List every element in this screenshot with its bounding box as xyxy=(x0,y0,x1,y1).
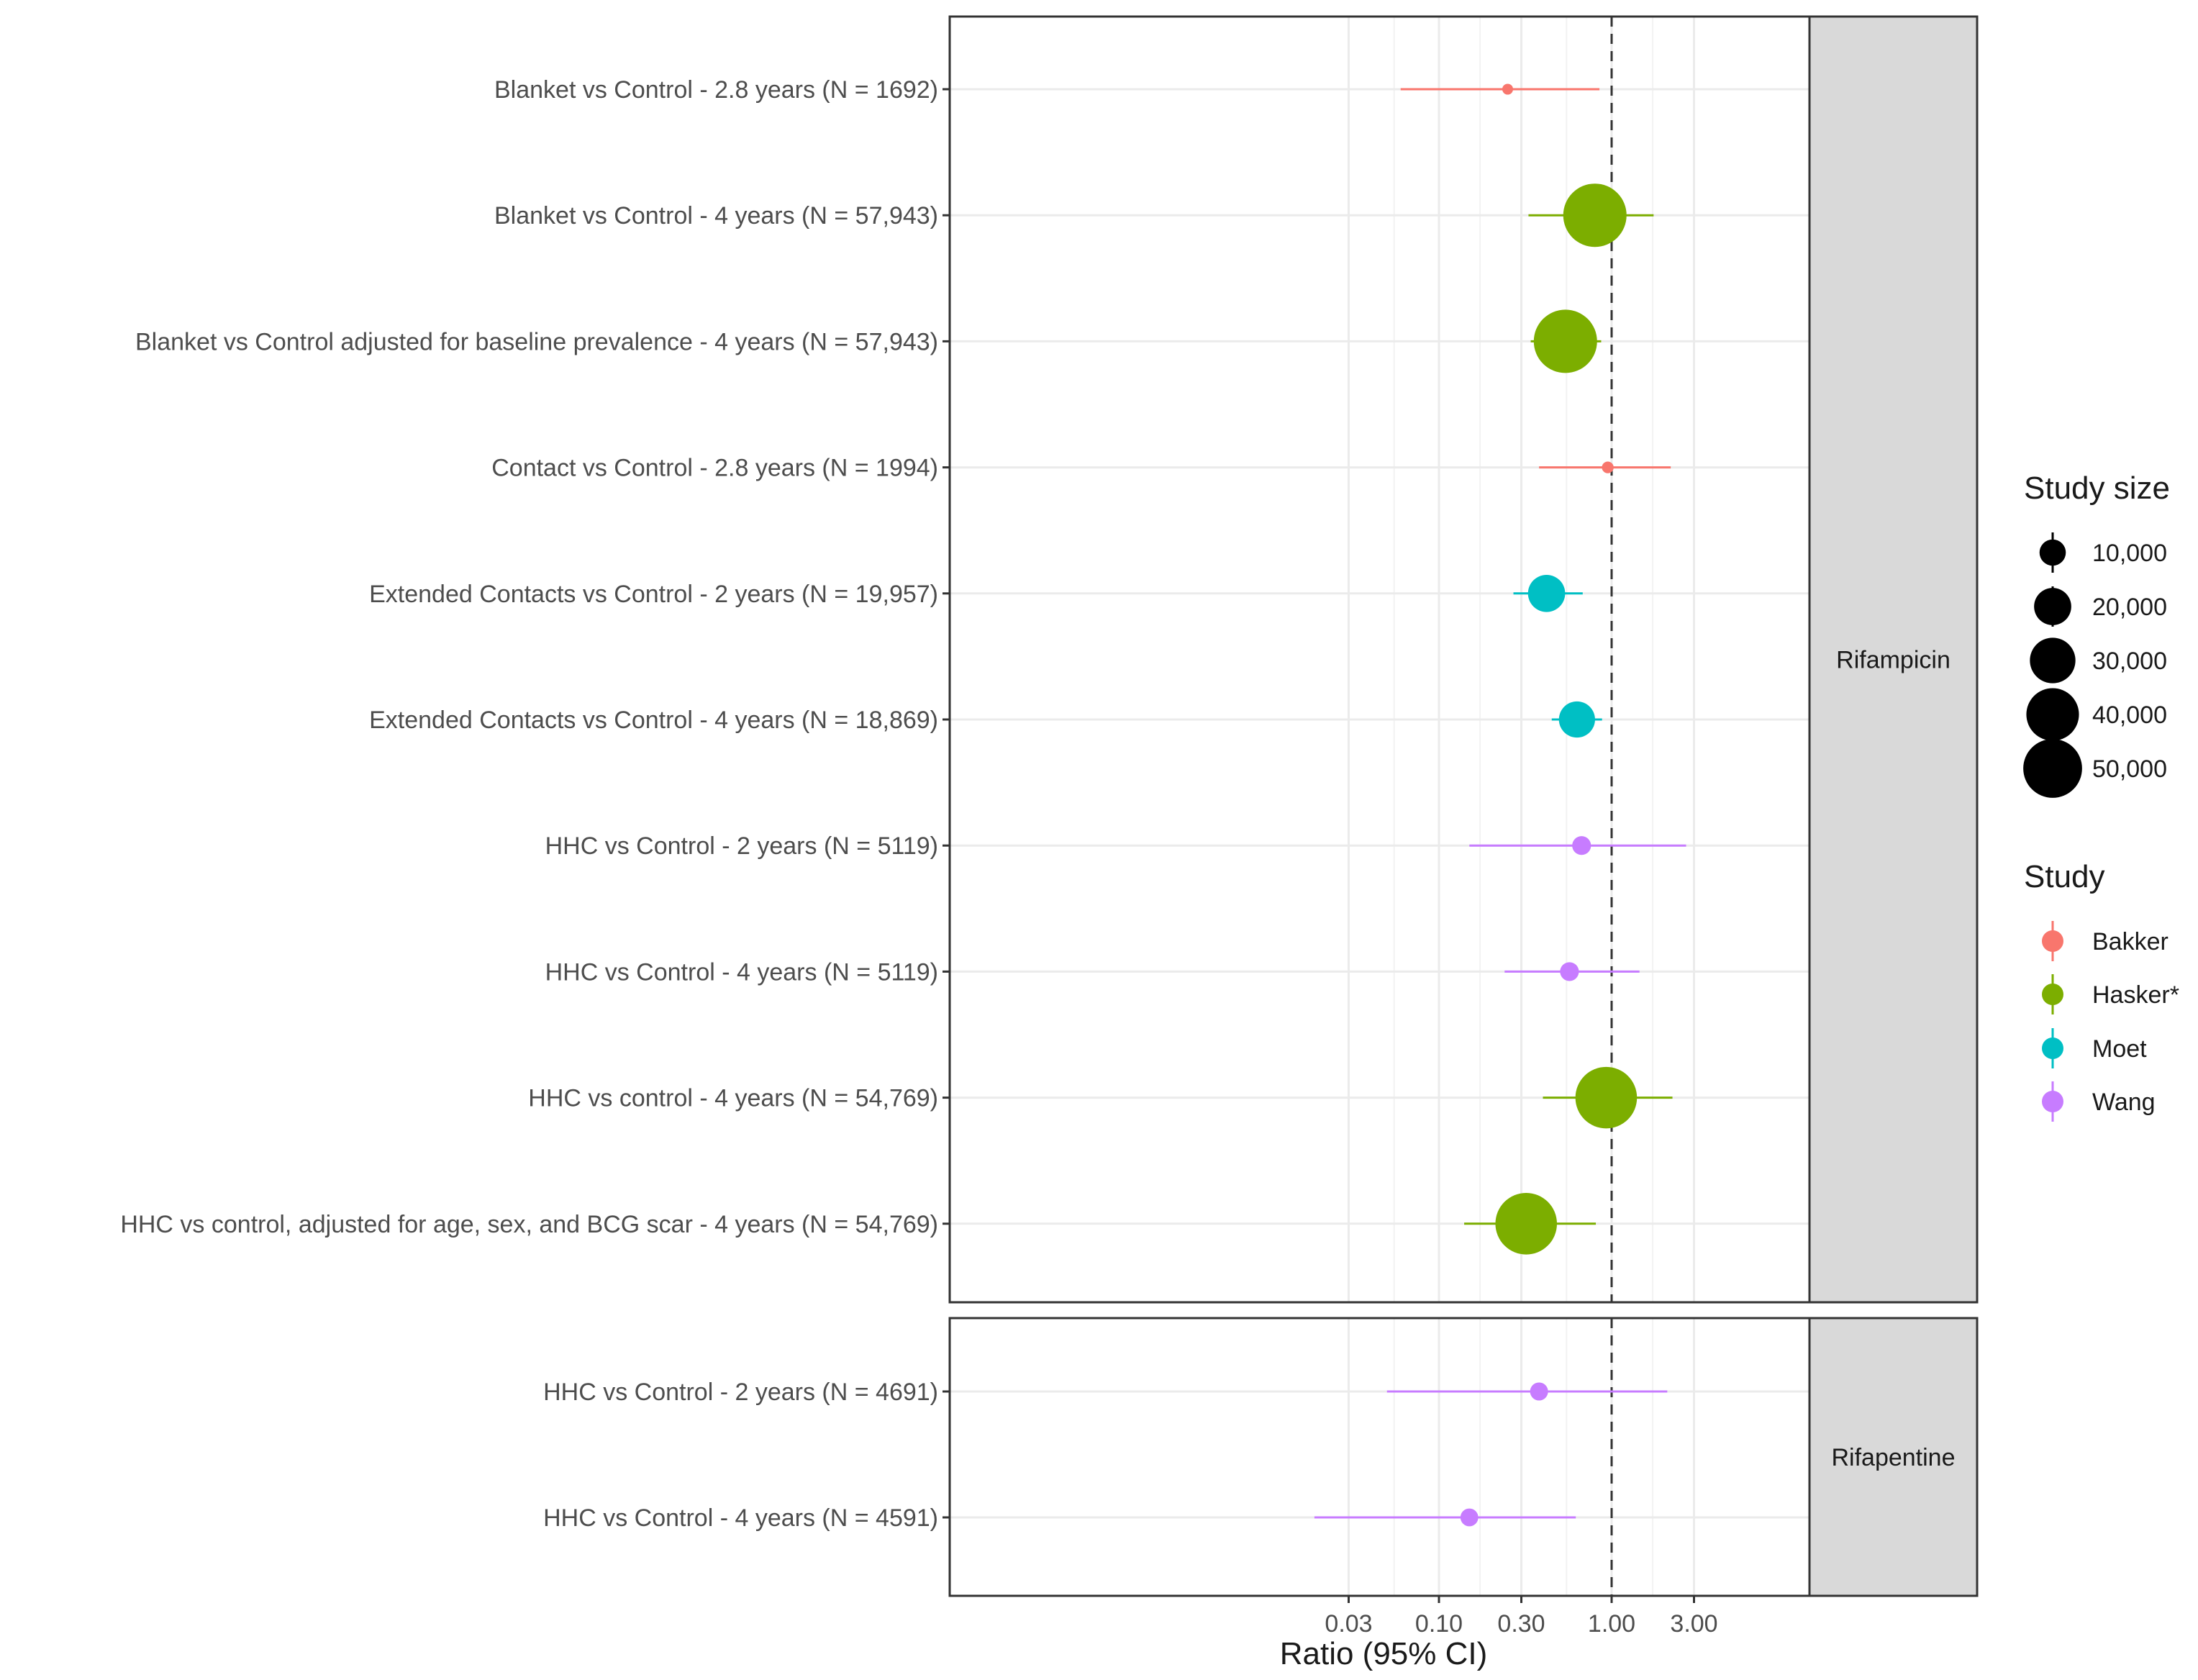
point-estimate xyxy=(1558,701,1595,738)
study-legend-key xyxy=(2042,984,2063,1005)
row-label: Blanket vs Control adjusted for baseline… xyxy=(135,328,938,355)
size-legend-label: 10,000 xyxy=(2092,540,2167,567)
facet-strip xyxy=(1808,15,1979,1304)
point-estimate xyxy=(1533,309,1597,373)
point-estimate xyxy=(1502,83,1514,95)
size-legend-title: Study size xyxy=(2024,471,2170,506)
row-label: HHC vs Control - 4 years (N = 5119) xyxy=(545,958,938,986)
study-legend-key xyxy=(2042,1037,2063,1059)
x-tick-label: 0.10 xyxy=(1415,1610,1463,1638)
panels-layer xyxy=(943,15,1979,1603)
facet-strip-label: Rifampicin xyxy=(1836,647,1951,674)
x-tick-label: 3.00 xyxy=(1670,1610,1717,1638)
size-legend: Study size 10,000 20,000 30,000 40,000 50,00… xyxy=(2023,471,2170,798)
study-legend: Study Bakker Hasker* Moet Wang xyxy=(2024,859,2179,1122)
point-estimate xyxy=(1572,836,1591,855)
point-estimate xyxy=(1560,962,1579,981)
x-tick-label: 0.03 xyxy=(1325,1610,1372,1638)
point-estimate xyxy=(1575,1066,1638,1129)
row-label: HHC vs Control - 2 years (N = 5119) xyxy=(545,832,938,860)
size-legend-key xyxy=(2030,637,2076,684)
size-legend-label: 50,000 xyxy=(2092,755,2167,783)
size-legend-label: 40,000 xyxy=(2092,701,2167,729)
size-legend-key xyxy=(2026,688,2079,741)
study-legend-label: Bakker xyxy=(2092,928,2169,955)
study-legend-key xyxy=(2042,930,2063,952)
size-legend-label: 30,000 xyxy=(2092,648,2167,675)
x-tick-label: 0.30 xyxy=(1497,1610,1545,1638)
point-estimate xyxy=(1602,461,1614,473)
point-estimate xyxy=(1460,1508,1479,1527)
row-label: HHC vs control - 4 years (N = 54,769) xyxy=(528,1085,938,1112)
point-estimate xyxy=(1495,1193,1558,1255)
size-legend-key xyxy=(2034,588,2071,625)
row-label: HHC vs Control - 2 years (N = 4691) xyxy=(543,1379,938,1406)
size-legend-key xyxy=(2023,739,2082,798)
row-label: Extended Contacts vs Control - 2 years (… xyxy=(369,581,938,608)
row-label: Extended Contacts vs Control - 4 years (… xyxy=(369,707,938,734)
marks-layer xyxy=(1314,83,1686,1527)
facet-strip-label: Rifapentine xyxy=(1831,1444,1955,1471)
row-label: Blanket vs Control - 4 years (N = 57,943… xyxy=(494,202,938,230)
study-legend-label: Hasker* xyxy=(2092,981,2179,1009)
x-tick-label: 1.00 xyxy=(1588,1610,1635,1638)
study-legend-label: Moet xyxy=(2092,1035,2147,1063)
labels-layer: Rifampicin Blanket vs Control - 2.8 years… xyxy=(120,76,1955,1638)
point-estimate xyxy=(1527,574,1566,612)
row-label: Blanket vs Control - 2.8 years (N = 1692… xyxy=(494,76,938,104)
study-legend-key xyxy=(2042,1091,2063,1112)
row-label: HHC vs Control - 4 years (N = 4591) xyxy=(543,1504,938,1532)
study-legend-title: Study xyxy=(2024,859,2105,894)
point-estimate xyxy=(1530,1382,1548,1401)
point-estimate xyxy=(1563,183,1627,248)
facet-strip xyxy=(1808,1317,1979,1597)
study-legend-label: Wang xyxy=(2092,1089,2156,1116)
panel-background xyxy=(950,1318,1809,1596)
size-legend-key xyxy=(2039,539,2066,566)
panel-background xyxy=(950,17,1809,1302)
x-axis-title: Ratio (95% CI) xyxy=(1280,1636,1488,1671)
row-label: HHC vs control, adjusted for age, sex, a… xyxy=(120,1211,938,1238)
row-label: Contact vs Control - 2.8 years (N = 1994… xyxy=(491,455,938,482)
size-legend-label: 20,000 xyxy=(2092,594,2167,621)
